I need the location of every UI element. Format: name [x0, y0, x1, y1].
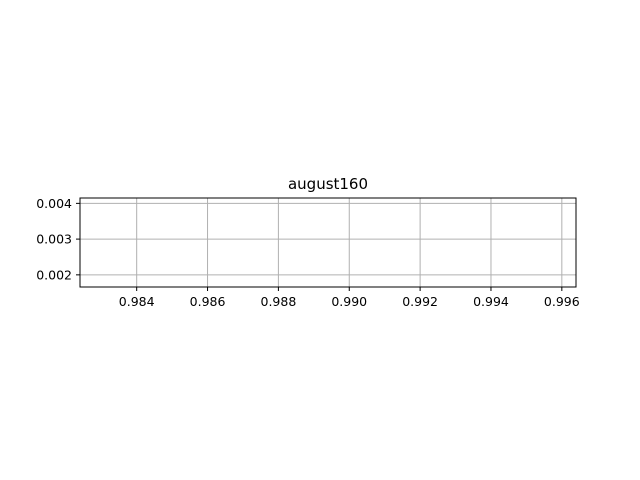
- x-tick-label: 0.984: [119, 294, 155, 309]
- x-axis: 0.984 0.986 0.988 0.990 0.992 0.994 0.996: [119, 287, 580, 309]
- x-tick-label: 0.988: [261, 294, 297, 309]
- y-tick-label: 0.003: [36, 232, 72, 247]
- x-tick-label: 0.986: [190, 294, 226, 309]
- plot-area-frame: [79, 197, 577, 288]
- x-tick-label: 0.994: [473, 294, 509, 309]
- grid-lines: [80, 198, 576, 287]
- chart-title: august160: [288, 175, 368, 193]
- x-tick-label: 0.990: [331, 294, 367, 309]
- y-tick-label: 0.002: [36, 267, 72, 282]
- y-axis: 0.002 0.003 0.004: [36, 196, 80, 282]
- x-tick-label: 0.992: [402, 294, 438, 309]
- y-tick-label: 0.004: [36, 196, 72, 211]
- x-tick-label: 0.996: [544, 294, 580, 309]
